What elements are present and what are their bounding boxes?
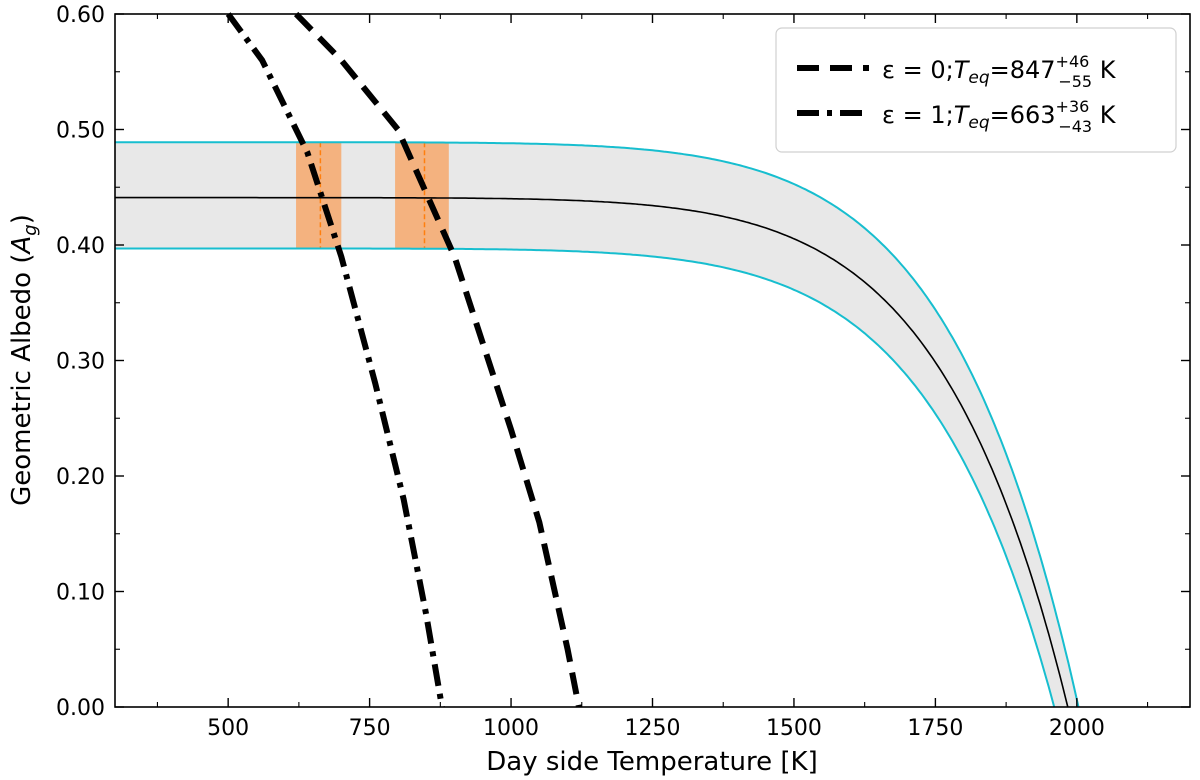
series-epsilon-0-line (293, 11, 582, 708)
x-tick-label: 750 (349, 716, 391, 741)
legend-0-value: =847 (990, 56, 1056, 84)
legend-1-symbol-sub: eq (968, 113, 989, 133)
legend-label-epsilon-1: ε = 1;Teq=663+36 −43 K (882, 97, 1117, 136)
legend-0-symbol: T (954, 56, 971, 84)
legend-box (775, 27, 1177, 153)
legend-1-sup: +36 (1056, 97, 1090, 116)
y-axis-label-subscript: g (20, 224, 41, 235)
x-tick-label: 1250 (625, 716, 681, 741)
legend-1-unit: K (1092, 101, 1117, 129)
axis-tick-labels: 500 750 1000 1250 1500 1750 2000 0.00 0.10 0.20 0.… (56, 3, 1105, 741)
legend-0-sub: −55 (1058, 72, 1092, 91)
axis-ticks (115, 13, 1190, 708)
legend-1-prefix: ε = 1; (882, 101, 954, 129)
x-tick-label: 1000 (483, 716, 539, 741)
y-axis-label-close: ) (7, 214, 37, 224)
legend: ε = 0;Teq=847+46 −55 K ε = 1;Teq=663+36 −4… (775, 27, 1177, 153)
highlight-regions (296, 142, 449, 249)
y-tick-label: 0.00 (56, 696, 105, 721)
legend-0-prefix: ε = 0; (882, 56, 954, 84)
legend-1-symbol: T (954, 101, 971, 129)
y-tick-label: 0.60 (56, 3, 105, 28)
albedo-lower-bound-line (115, 247, 1056, 708)
y-axis-label: Geometric Albedo (Ag) (7, 214, 41, 506)
series-epsilon-1-line (225, 12, 445, 708)
y-axis-label-prefix: Geometric Albedo ( (7, 254, 37, 506)
y-tick-label: 0.40 (56, 234, 105, 259)
legend-0-sup: +46 (1056, 52, 1090, 71)
x-tick-label: 2000 (1049, 716, 1105, 741)
highlight-region (395, 142, 449, 249)
x-tick-label: 1500 (766, 716, 822, 741)
legend-0-symbol-sub: eq (968, 68, 989, 88)
legend-0-unit: K (1092, 56, 1117, 84)
x-tick-label: 1750 (907, 716, 963, 741)
albedo-center-line (115, 196, 1069, 708)
y-tick-label: 0.30 (56, 350, 105, 375)
x-tick-label: 500 (207, 716, 249, 741)
legend-1-value: =663 (990, 101, 1056, 129)
x-axis-label: Day side Temperature [K] (486, 747, 817, 777)
legend-1-sub: −43 (1058, 117, 1092, 136)
albedo-uncertainty-band (115, 142, 1079, 707)
y-tick-label: 0.10 (56, 581, 105, 606)
y-tick-label: 0.20 (56, 465, 105, 490)
y-axis-label-symbol: A (7, 236, 37, 256)
albedo-upper-bound-line (115, 141, 1080, 708)
legend-label-epsilon-0: ε = 0;Teq=847+46 −55 K (882, 52, 1117, 91)
y-tick-label: 0.50 (56, 119, 105, 144)
